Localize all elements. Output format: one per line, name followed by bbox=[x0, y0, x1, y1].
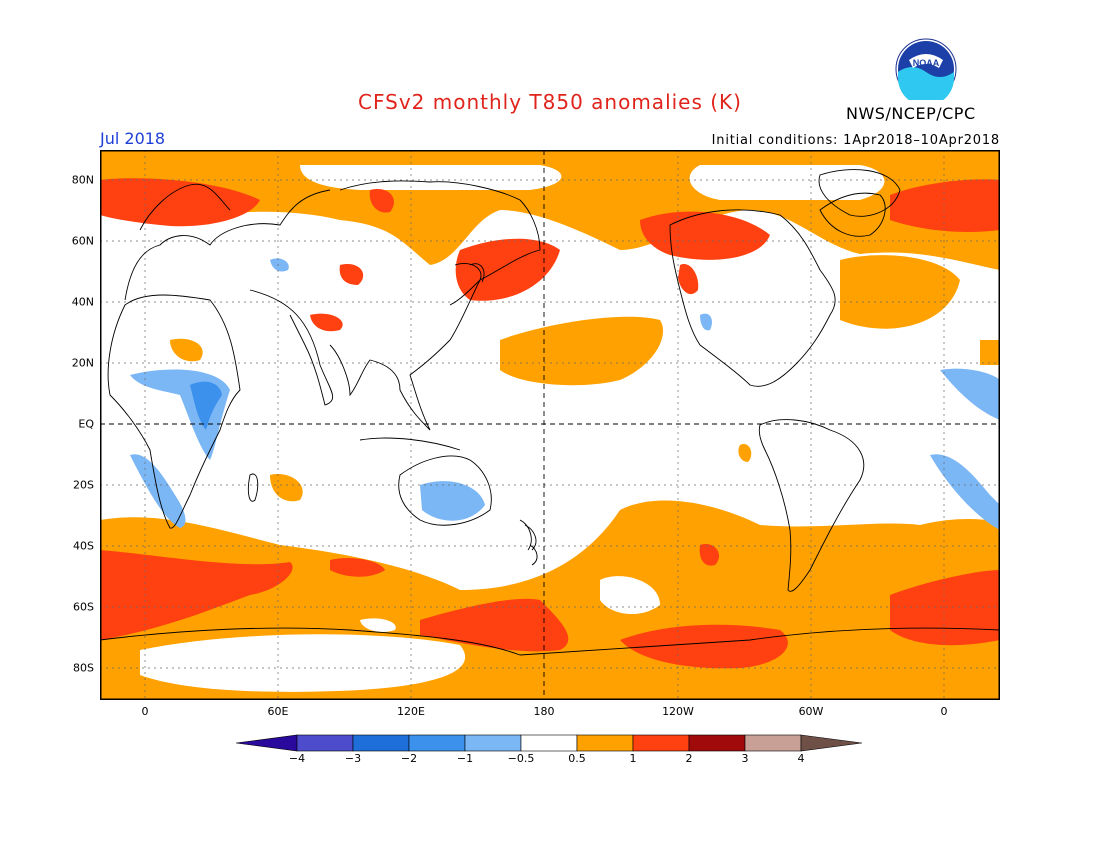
colorbar-swatch bbox=[408, 734, 466, 752]
anomaly-map bbox=[100, 150, 1000, 700]
lat-label: 60S bbox=[73, 600, 94, 614]
colorbar-swatch bbox=[520, 734, 578, 752]
colorbar-label: 3 bbox=[741, 752, 749, 765]
colorbar-swatch bbox=[296, 734, 354, 752]
initial-conditions: Initial conditions: 1Apr2018–10Apr2018 bbox=[711, 133, 1000, 148]
colorbar-swatch bbox=[576, 734, 634, 752]
warm-anomaly-pacific bbox=[500, 316, 664, 386]
warm-anomaly-atlantic bbox=[840, 255, 960, 329]
lat-label: 40S bbox=[73, 539, 94, 553]
agency-label: NWS/NCEP/CPC bbox=[846, 104, 976, 123]
lat-label: 60N bbox=[71, 234, 94, 248]
colorbar-swatch bbox=[744, 734, 802, 752]
colorbar bbox=[236, 734, 863, 752]
chart-title: CFSv2 monthly T850 anomalies (K) bbox=[358, 90, 742, 114]
colorbar-swatch bbox=[632, 734, 690, 752]
colorbar-label: 1 bbox=[629, 752, 637, 765]
lat-label: 40N bbox=[71, 295, 94, 309]
colorbar-swatch bbox=[464, 734, 522, 752]
lon-label: 60E bbox=[267, 705, 289, 718]
colorbar-label: −3 bbox=[344, 752, 362, 765]
colorbar-label: 2 bbox=[685, 752, 693, 765]
colorbar-swatch bbox=[688, 734, 746, 752]
map-frame bbox=[100, 150, 1000, 700]
lat-label: 20S bbox=[73, 478, 94, 492]
noaa-logo: NOAA bbox=[895, 38, 957, 100]
colorbar-swatch bbox=[352, 734, 410, 752]
lon-label: 180 bbox=[533, 705, 555, 718]
lon-label: 60W bbox=[798, 705, 824, 718]
lat-label: 80S bbox=[73, 661, 94, 675]
colorbar-label: 4 bbox=[797, 752, 805, 765]
lon-label: 120W bbox=[662, 705, 694, 718]
lat-label: 80N bbox=[71, 173, 94, 187]
equator-dateline bbox=[100, 150, 1000, 700]
colorbar-label: −4 bbox=[288, 752, 306, 765]
colorbar-label: 0.5 bbox=[568, 752, 586, 765]
colorbar-swatch bbox=[800, 734, 863, 752]
colorbar-label: −2 bbox=[400, 752, 418, 765]
lon-label: 120E bbox=[397, 705, 425, 718]
cool-anomaly bbox=[130, 258, 1000, 530]
colorbar-label: −1 bbox=[456, 752, 474, 765]
noaa-logo-text: NOAA bbox=[913, 58, 940, 68]
lat-label: 20N bbox=[71, 356, 94, 370]
forecast-month: Jul 2018 bbox=[100, 129, 166, 148]
lon-label: 0 bbox=[940, 705, 948, 718]
colorbar-label: −0.5 bbox=[507, 752, 535, 765]
lon-label: 0 bbox=[141, 705, 149, 718]
lat-label: EQ bbox=[78, 417, 94, 431]
colorbar-swatch bbox=[236, 734, 298, 752]
coastlines bbox=[100, 169, 1000, 656]
map-gridlines bbox=[100, 150, 1000, 700]
